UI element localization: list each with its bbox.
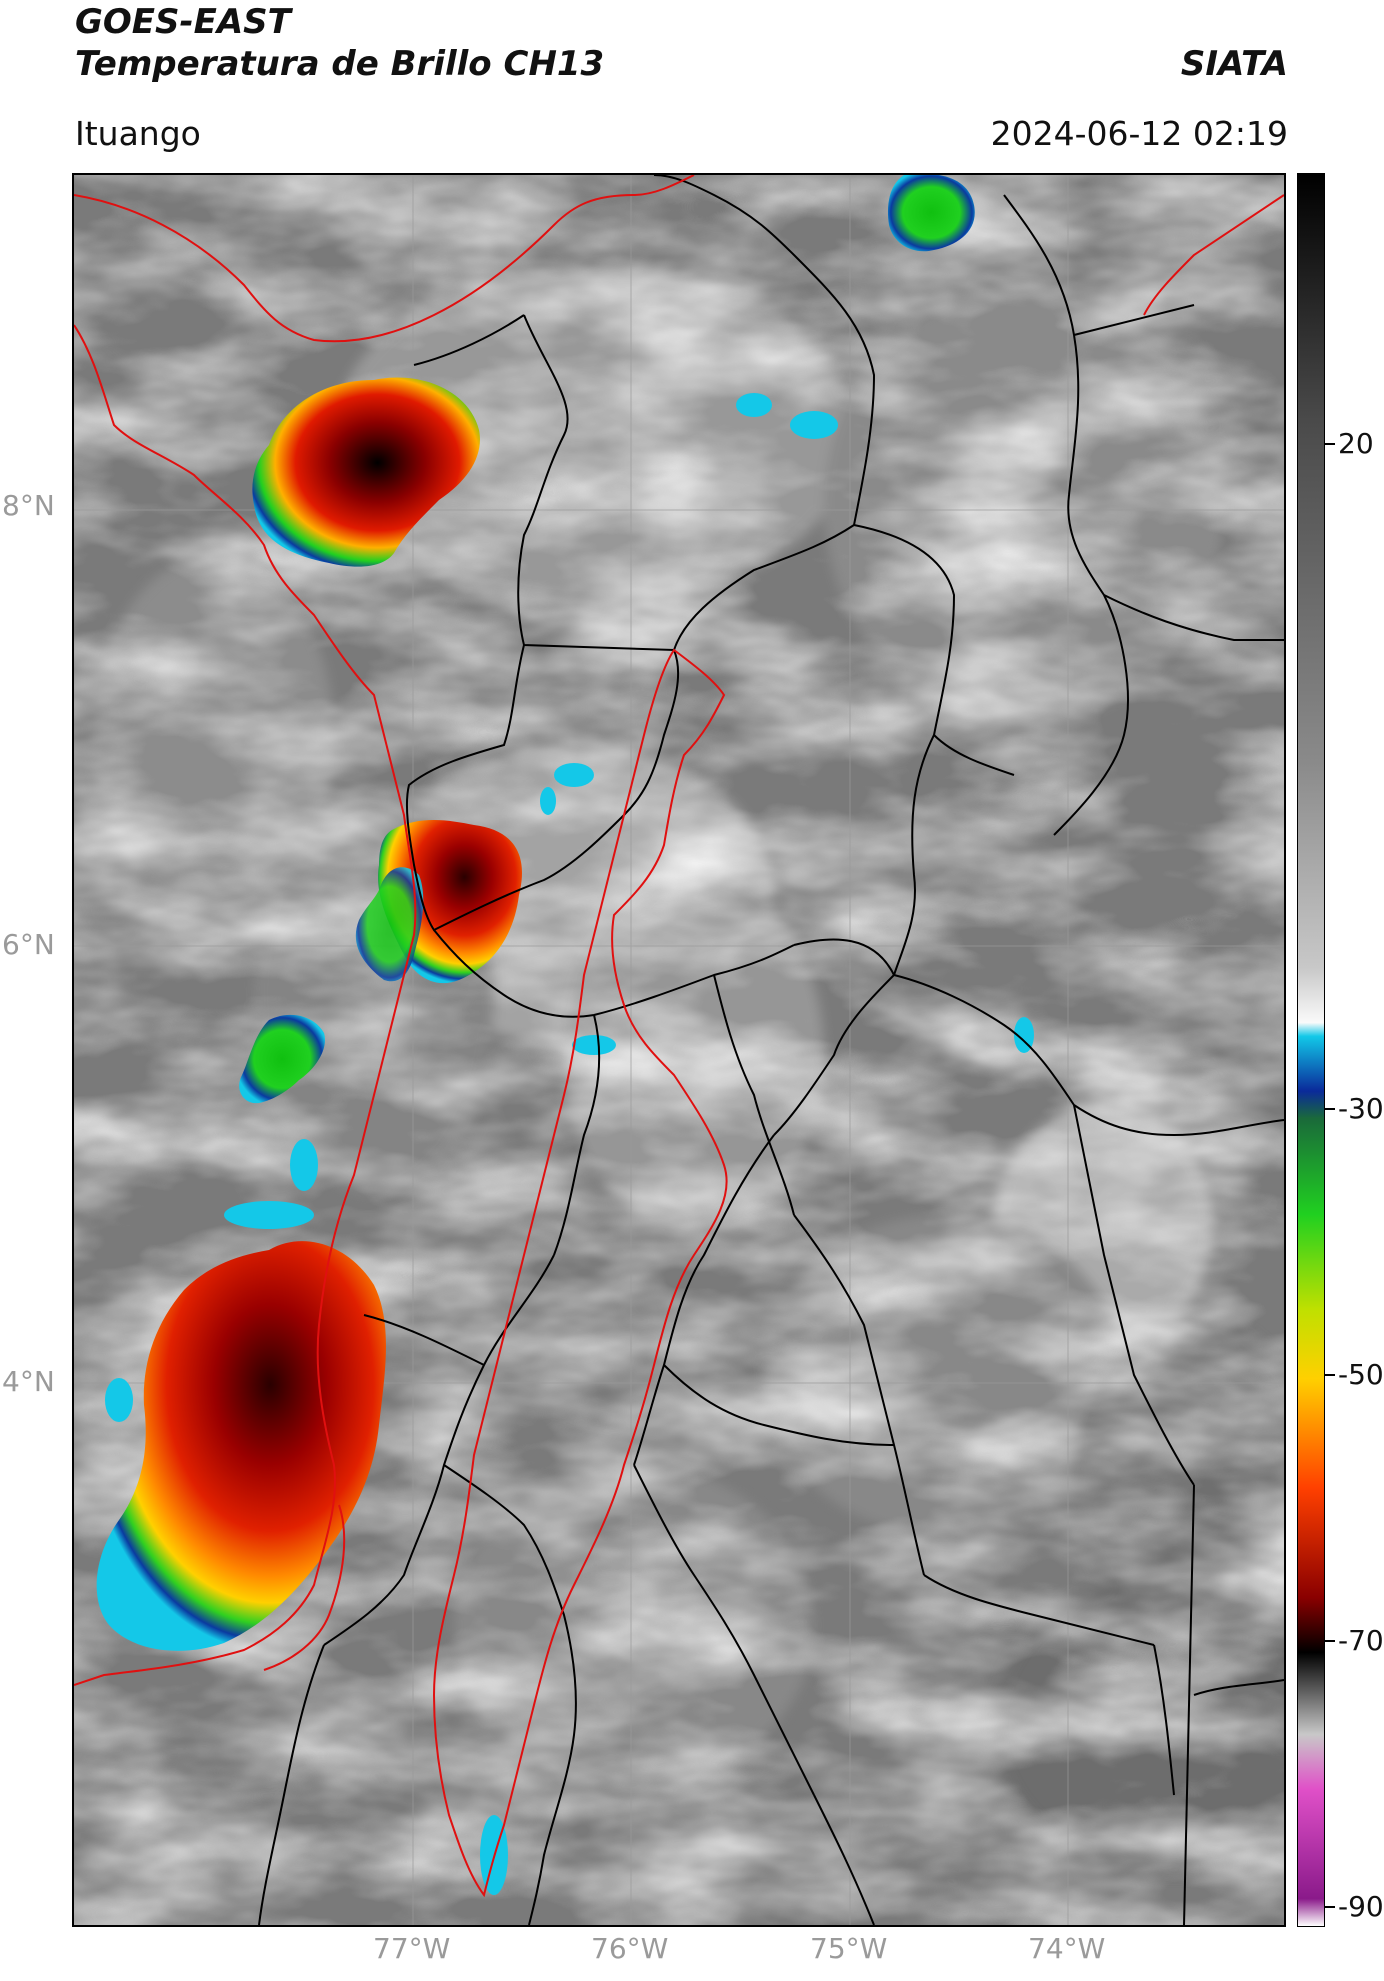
title-product: Temperatura de Brillo CH13 [75, 44, 605, 84]
map-canvas [74, 175, 1284, 1925]
colorbar [1297, 173, 1325, 1927]
title-satellite: GOES-EAST [75, 2, 291, 42]
lon-label-76w: 76°W [591, 1932, 669, 1965]
storm-cell-northeast [887, 175, 975, 252]
storm-cell-green [355, 867, 424, 982]
lon-label-74w: 74°W [1028, 1932, 1106, 1965]
lat-label-8n: 8°N [2, 489, 55, 522]
colorbar-label-minus30: -30 [1338, 1092, 1384, 1125]
convective-cells [96, 175, 1034, 1895]
lon-label-75w: 75°W [810, 1932, 888, 1965]
site-label: Ituango [75, 114, 201, 153]
colorbar-tick [1325, 1640, 1335, 1642]
storm-cell-coast [239, 1014, 325, 1104]
storm-cell-southwest [96, 1241, 386, 1651]
country-boundaries [74, 175, 1284, 1686]
colorbar-tick [1325, 443, 1335, 445]
cold-patches [105, 393, 1034, 1895]
department-boundaries [258, 175, 1284, 1925]
storm-cell-north [252, 377, 480, 567]
colorbar-tick [1325, 1108, 1335, 1110]
colorbar-tick [1325, 1374, 1335, 1376]
colorbar-label-minus50: -50 [1338, 1358, 1384, 1391]
colorbar-label-minus70: -70 [1338, 1624, 1384, 1657]
lon-label-77w: 77°W [373, 1932, 451, 1965]
organization-label: SIATA [1180, 44, 1288, 84]
lat-label-6n: 6°N [2, 928, 55, 961]
timestamp-label: 2024-06-12 02:19 [990, 114, 1288, 153]
colorbar-label-minus90: -90 [1338, 1890, 1384, 1923]
colorbar-label-20: 20 [1338, 427, 1374, 460]
basin-outline [432, 648, 728, 1898]
satellite-map[interactable] [72, 173, 1286, 1927]
lat-label-4n: 4°N [2, 1365, 55, 1398]
colorbar-tick [1325, 1906, 1335, 1908]
